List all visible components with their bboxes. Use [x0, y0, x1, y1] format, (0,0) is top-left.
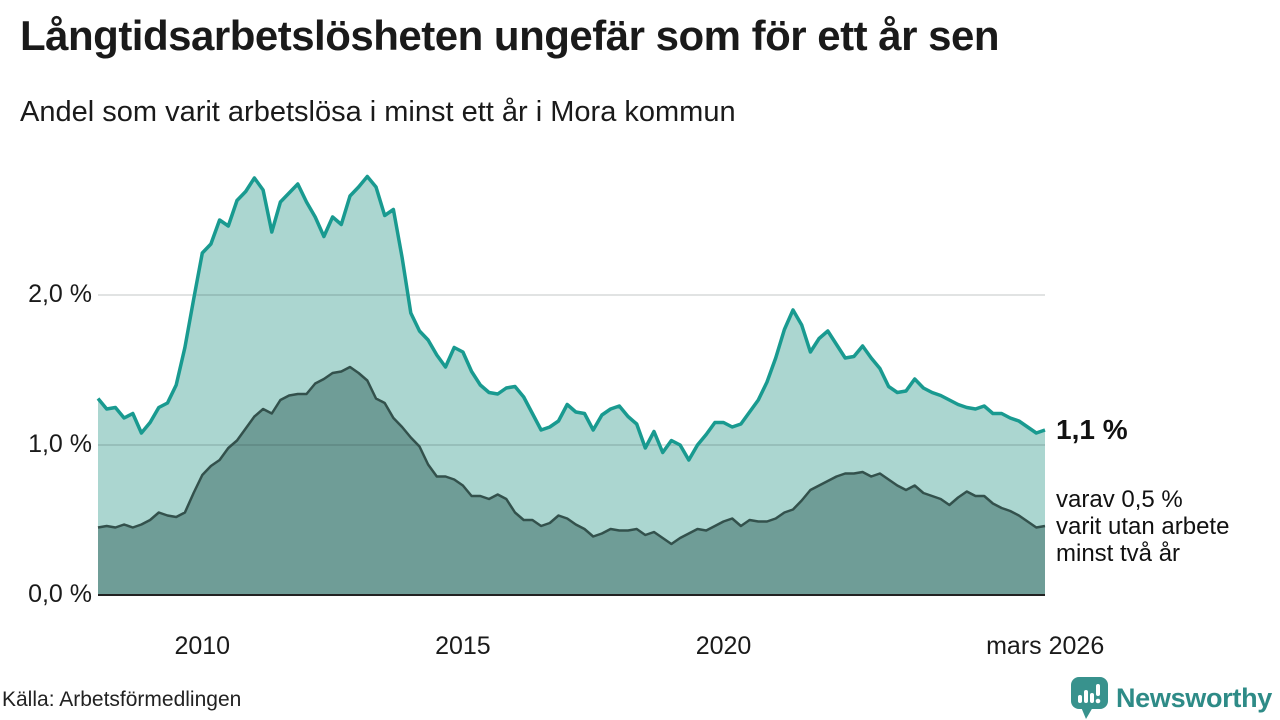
x-axis-tick-label: 2015	[435, 632, 491, 660]
newsworthy-bubble-chart-icon	[1070, 677, 1108, 719]
x-axis-tick-label: 2010	[174, 632, 231, 660]
series-end-value-label: 1,1 %	[1056, 414, 1128, 445]
page-title: Långtidsarbetslösheten ungefär som för e…	[20, 12, 1000, 59]
series-end-detail-label: varav 0,5 % varit utan arbete minst två …	[1056, 486, 1230, 567]
y-axis-tick-label: 1,0 %	[28, 430, 92, 458]
line-at-least-2yr	[97, 365, 1046, 546]
chart-subtitle: Andel som varit arbetslösa i minst ett å…	[20, 96, 736, 128]
newsworthy-wordmark: Newsworthy	[1115, 682, 1272, 713]
line-at-least-1yr	[96, 174, 1046, 462]
newsworthy-logo: Newsworthy	[1070, 676, 1272, 720]
y-axis-tick-label: 0,0 %	[28, 580, 92, 608]
source-attribution: Källa: Arbetsförmedlingen	[2, 688, 242, 711]
y-axis-tick-label: 2,0 %	[28, 280, 92, 308]
x-axis-tick-label: mars 2026	[986, 632, 1105, 660]
x-axis-tick-label: 2020	[695, 632, 752, 660]
area-fill-at-least-2yr	[98, 367, 1045, 595]
